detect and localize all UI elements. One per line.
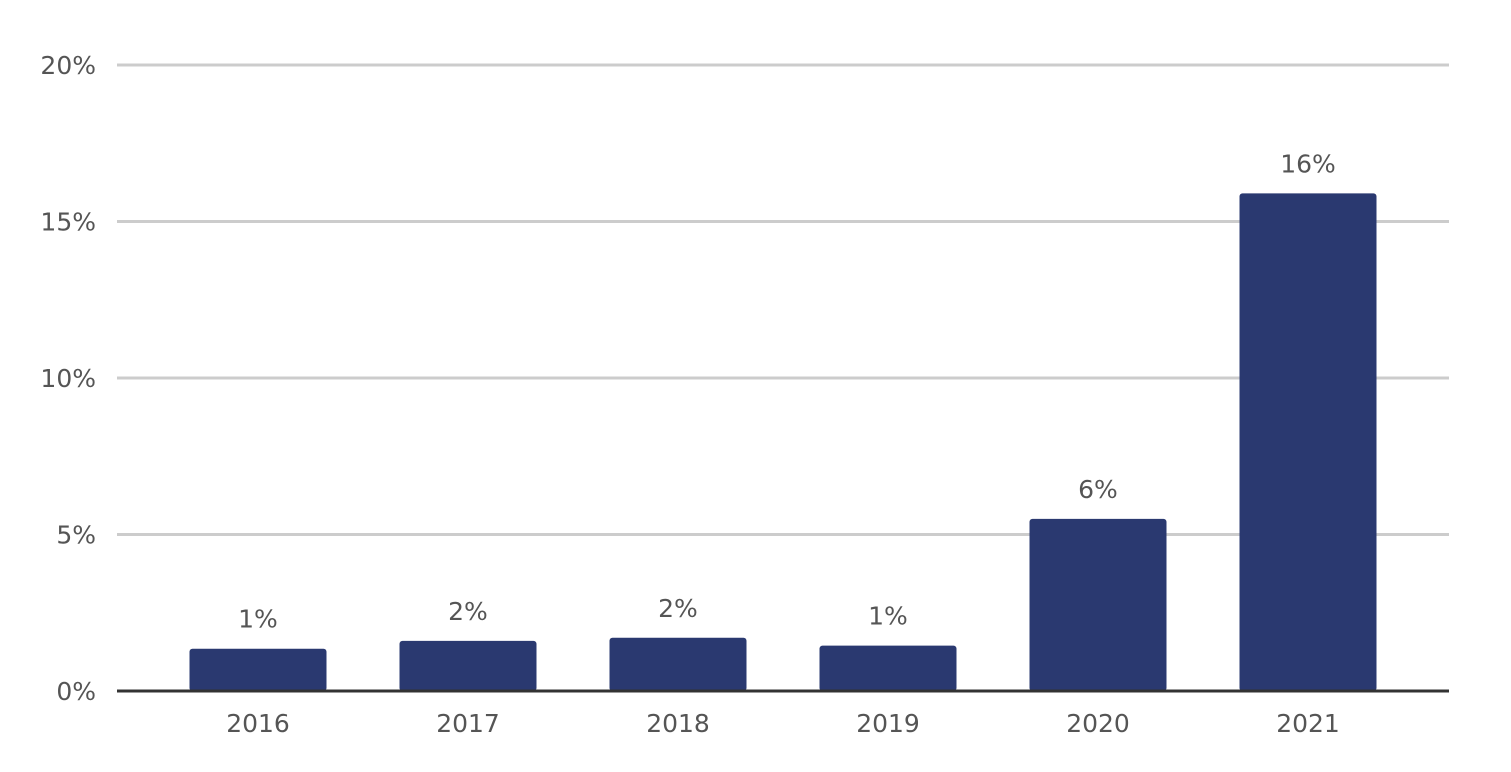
bar xyxy=(399,640,537,691)
data-label: 2% xyxy=(658,594,698,623)
x-tick-label: 2017 xyxy=(436,709,500,738)
bar xyxy=(819,645,957,691)
x-tick-label: 2018 xyxy=(646,709,710,738)
x-tick-label: 2019 xyxy=(856,709,920,738)
y-tick-label: 10% xyxy=(40,364,96,393)
data-label: 1% xyxy=(238,605,278,634)
y-tick-label: 15% xyxy=(40,208,96,237)
y-tick-label: 0% xyxy=(56,677,96,706)
y-tick-label: 5% xyxy=(56,521,96,550)
x-tick-label: 2016 xyxy=(226,709,290,738)
data-label: 2% xyxy=(448,597,488,626)
bar xyxy=(1239,193,1377,691)
bar xyxy=(609,637,747,691)
y-tick-label: 20% xyxy=(40,51,96,80)
data-label: 16% xyxy=(1280,149,1336,178)
data-label: 6% xyxy=(1078,475,1118,504)
data-label: 1% xyxy=(868,602,908,631)
bar xyxy=(189,648,327,691)
x-tick-label: 2020 xyxy=(1066,709,1130,738)
x-tick-label: 2021 xyxy=(1276,709,1340,738)
bar xyxy=(1029,518,1167,691)
